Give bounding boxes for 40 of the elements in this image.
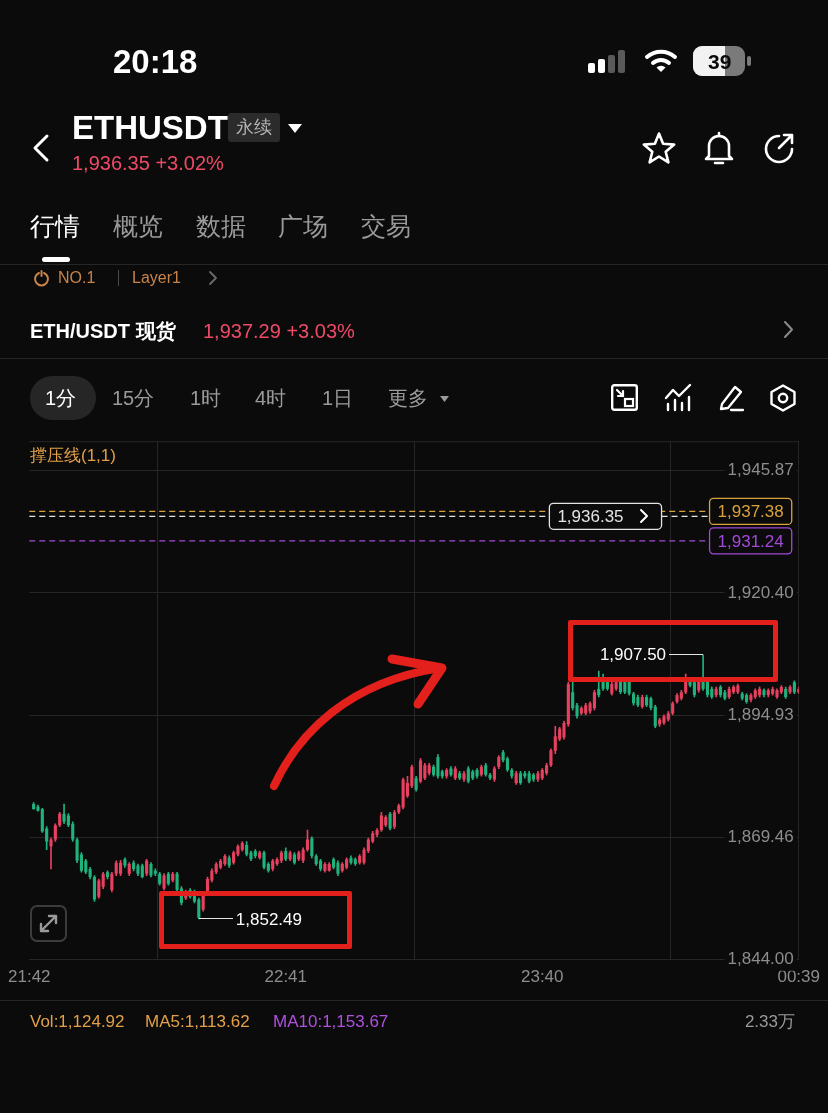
- y-tick-label: 1,920.40: [727, 582, 794, 602]
- x-tick-label: 22:41: [264, 967, 308, 987]
- y-tick-label: 1,894.93: [727, 704, 794, 724]
- text: MA10:1,153.67: [273, 1012, 389, 1031]
- text: 1时: [190, 387, 222, 409]
- text: 4时: [255, 387, 287, 409]
- text: 概览: [113, 212, 163, 240]
- y-tick-label: 1,945.87: [727, 460, 794, 480]
- ref-line-label: 1,931.24: [717, 531, 784, 551]
- annotation: 1,907.50: [599, 645, 667, 665]
- text: 数据: [196, 212, 246, 240]
- text: NO.1: [58, 269, 96, 286]
- text: ETH/USDT 现货: [30, 320, 176, 342]
- text: 更多: [388, 387, 428, 409]
- x-tick-label: 23:40: [520, 967, 564, 987]
- ref-line-label: 1,937.38: [717, 502, 784, 522]
- chart-title: ETHUSDT: [72, 109, 228, 146]
- text: MA5:1,113.62: [145, 1012, 250, 1031]
- text: 1分: [45, 387, 77, 409]
- annotation: 撑压线(1,1): [30, 446, 116, 465]
- text: 20:18: [113, 43, 198, 80]
- text: 广场: [278, 212, 328, 240]
- text: 行情: [30, 212, 80, 240]
- text: 交易: [361, 212, 411, 240]
- x-tick-label: 00:39: [777, 967, 820, 987]
- text: 1日: [322, 387, 354, 409]
- chart-subtitle: 1,936.35 +3.02%: [72, 152, 224, 174]
- x-tick-label: 21:42: [8, 967, 51, 987]
- text: 2.33万: [744, 1012, 795, 1031]
- text: 39: [708, 50, 732, 73]
- text: 永续: [236, 117, 272, 137]
- ref-line-label: 1,936.35: [557, 507, 624, 527]
- candlestick: [49, 837, 53, 870]
- y-tick-label: 1,869.46: [727, 827, 794, 847]
- text: 1,937.29 +3.03%: [203, 320, 355, 342]
- text: Vol:1,124.92: [30, 1012, 125, 1031]
- text: Layer1: [132, 269, 181, 286]
- text: 15分: [112, 387, 155, 409]
- annotation: 1,852.49: [235, 909, 302, 929]
- y-tick-label: 1,844.00: [727, 949, 794, 969]
